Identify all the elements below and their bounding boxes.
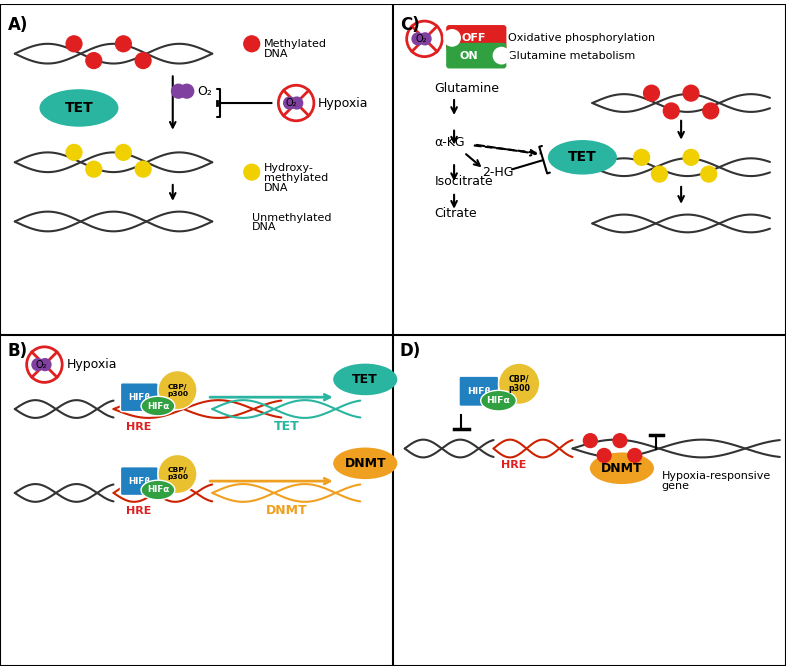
Text: O₂: O₂ [197,84,213,98]
Text: Glutamine: Glutamine [435,82,499,94]
Text: Hypoxia: Hypoxia [318,96,369,109]
Circle shape [244,36,259,52]
Text: Glutamine metabolism: Glutamine metabolism [509,51,636,61]
Circle shape [158,454,197,494]
Text: B): B) [8,342,28,360]
Text: D): D) [400,342,421,360]
FancyBboxPatch shape [447,43,506,68]
Circle shape [66,145,82,160]
Circle shape [651,166,667,182]
Text: OFF: OFF [462,33,486,43]
Text: Citrate: Citrate [435,207,477,220]
FancyBboxPatch shape [120,383,158,411]
Text: CBP/
p300: CBP/ p300 [508,374,530,393]
Text: HIFα: HIFα [146,486,169,494]
Circle shape [493,47,510,64]
Circle shape [628,448,642,462]
Circle shape [172,84,185,98]
Circle shape [683,85,699,101]
Text: Methylated: Methylated [263,39,326,49]
Ellipse shape [481,391,517,411]
Circle shape [700,166,716,182]
Circle shape [443,29,461,47]
Ellipse shape [590,452,654,484]
FancyBboxPatch shape [459,376,498,407]
Ellipse shape [548,140,617,175]
Circle shape [498,363,540,405]
Text: CBP/
p300: CBP/ p300 [167,468,188,480]
Text: TET: TET [273,420,299,433]
Ellipse shape [141,396,175,416]
Text: CBP/
p300: CBP/ p300 [167,384,188,397]
Text: 2-HG: 2-HG [482,165,513,179]
Circle shape [634,149,650,165]
Text: HIFα: HIFα [486,396,510,405]
Circle shape [244,164,259,180]
Circle shape [644,85,659,101]
Circle shape [66,36,82,52]
Text: DNMT: DNMT [345,457,386,470]
Text: DNMT: DNMT [265,505,307,517]
Ellipse shape [334,448,397,479]
Circle shape [597,448,611,462]
Circle shape [32,358,44,371]
Text: Hydroxy-: Hydroxy- [263,163,314,173]
Ellipse shape [40,89,119,127]
Text: Hypoxia-responsive: Hypoxia-responsive [661,471,771,481]
Text: DNA: DNA [263,49,288,59]
Text: DNMT: DNMT [601,462,642,475]
Text: HIFβ: HIFβ [466,387,491,396]
Circle shape [703,103,719,119]
Circle shape [663,103,679,119]
Circle shape [158,371,197,409]
Circle shape [86,161,102,177]
Circle shape [583,433,597,448]
Circle shape [115,145,131,160]
Text: HIFα: HIFα [146,401,169,411]
Circle shape [86,53,102,68]
Circle shape [613,433,626,448]
Text: HRE: HRE [126,506,151,516]
Text: O₂: O₂ [286,98,297,108]
Text: Isocitrate: Isocitrate [435,176,493,188]
Circle shape [135,161,151,177]
Text: O₂: O₂ [36,360,47,370]
Text: Oxidative phosphorylation: Oxidative phosphorylation [509,33,655,43]
Circle shape [180,84,193,98]
Ellipse shape [141,480,175,500]
Text: O₂: O₂ [416,34,427,44]
Text: TET: TET [64,101,93,115]
Circle shape [135,53,151,68]
Text: Hypoxia: Hypoxia [67,358,118,371]
Text: methylated: methylated [263,173,328,183]
FancyBboxPatch shape [447,25,506,51]
FancyBboxPatch shape [120,467,158,496]
Text: HRE: HRE [126,422,151,431]
Circle shape [115,36,131,52]
Text: HIFβ: HIFβ [128,476,150,486]
Circle shape [419,33,431,45]
Circle shape [291,97,302,109]
Circle shape [412,33,424,45]
Text: DNA: DNA [263,183,288,193]
Text: TET: TET [353,373,378,386]
Circle shape [283,97,295,109]
Circle shape [39,358,51,371]
Text: α-KG: α-KG [435,136,465,149]
Text: gene: gene [661,481,689,491]
Text: A): A) [8,16,29,34]
Circle shape [683,149,699,165]
Text: ON: ON [459,51,478,61]
Text: Unmethylated: Unmethylated [252,212,331,222]
Text: DNA: DNA [252,222,276,232]
Text: HIFβ: HIFβ [128,393,150,402]
Text: HRE: HRE [501,460,526,470]
Text: TET: TET [568,150,597,164]
Text: C): C) [400,16,419,34]
Ellipse shape [334,364,397,395]
